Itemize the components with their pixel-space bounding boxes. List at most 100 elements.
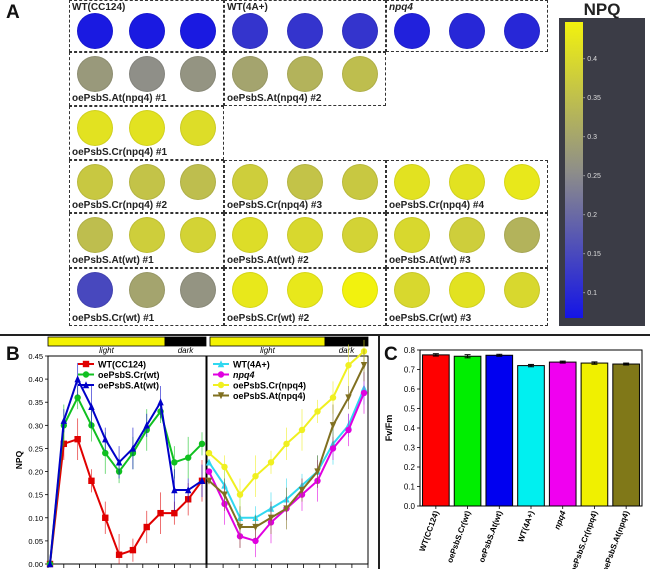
plate-cell xyxy=(224,213,386,268)
colony-spot xyxy=(449,164,485,200)
data-marker xyxy=(205,458,213,466)
y-tick-label: 0.2 xyxy=(404,463,416,472)
series-line xyxy=(49,395,203,565)
category-label: WT(4A+) xyxy=(516,509,536,543)
y-tick-label: 0.05 xyxy=(28,537,43,546)
colony-spot xyxy=(232,217,268,253)
colony-spot xyxy=(504,13,540,49)
colony-spot xyxy=(77,217,113,253)
data-marker xyxy=(267,459,275,466)
colony-spot xyxy=(342,164,378,200)
bar xyxy=(422,354,450,507)
data-marker xyxy=(171,459,178,466)
data-marker xyxy=(252,472,259,480)
strain-label: oePsbS.Cr(npq4) #4 xyxy=(389,200,485,211)
colony-spot xyxy=(180,110,216,146)
y-tick-label: 0.40 xyxy=(28,375,43,384)
y-tick-label: 0.4 xyxy=(404,424,416,433)
data-marker xyxy=(171,486,178,494)
data-marker xyxy=(329,394,337,401)
data-marker xyxy=(129,546,137,554)
data-marker xyxy=(205,449,213,457)
phase-bar xyxy=(47,336,166,347)
strain-label: npq4 xyxy=(389,2,413,13)
colony-spot xyxy=(287,13,323,49)
y-tick-label: 0.20 xyxy=(28,468,43,477)
legend-label: oePsbS.Cr(npq4) xyxy=(233,381,306,391)
colony-spot xyxy=(342,217,378,253)
colony-spot xyxy=(77,13,113,49)
strain-label: oePsbS.At(wt) #1 xyxy=(72,255,154,266)
strain-label: oePsbS.Cr(wt) #3 xyxy=(389,313,472,324)
y-tick-label: 0.10 xyxy=(28,514,43,523)
data-marker xyxy=(184,454,192,461)
colony-spot xyxy=(128,272,165,308)
legend-marker xyxy=(217,392,225,400)
data-marker xyxy=(102,449,109,457)
y-axis-label: NPQ xyxy=(14,450,24,469)
colorbar-tick-label: - 0.35 xyxy=(583,94,601,102)
colony-spot xyxy=(232,13,268,49)
data-marker xyxy=(314,468,321,476)
strain-label: WT(4A+) xyxy=(227,2,268,13)
data-marker xyxy=(252,523,259,531)
category-label: WT(CC124) xyxy=(418,509,441,552)
data-marker xyxy=(157,398,164,406)
fvfm-bar-chart: 0.0 0.1 0.2 0.3 0.4 0.5 0.6 0.7 0.8 Fv/Fm WT(CC124… xyxy=(384,346,643,569)
colony-spot xyxy=(504,217,540,253)
data-marker xyxy=(360,362,368,370)
data-marker xyxy=(102,435,109,443)
data-marker xyxy=(46,560,54,568)
colony-spot xyxy=(232,164,268,200)
strain-label: oePsbS.Cr(wt) #2 xyxy=(227,313,310,324)
plate-cell xyxy=(386,160,548,213)
strain-label: oePsbS.At(wt) #2 xyxy=(227,255,309,266)
y-tick-label: 0.8 xyxy=(404,346,416,355)
colony-spot xyxy=(287,272,323,308)
strain-label: oePsbS.At(wt) #3 xyxy=(389,255,471,266)
bar xyxy=(453,355,482,507)
data-marker xyxy=(74,375,81,383)
panel-letter-b: B xyxy=(6,344,20,365)
colorbar-tick-label: - 0.4 xyxy=(583,55,598,63)
data-marker xyxy=(345,426,352,434)
strain-label: oePsbS.Cr(wt) #1 xyxy=(72,313,155,324)
plate-cell xyxy=(224,52,386,106)
data-marker xyxy=(129,444,137,452)
data-marker xyxy=(267,514,275,522)
data-marker xyxy=(198,440,206,448)
y-tick-label: 0.1 xyxy=(404,483,416,492)
y-tick-label: 0.5 xyxy=(404,405,416,414)
colony-spot xyxy=(287,164,323,200)
data-marker xyxy=(236,523,244,531)
colony-spot xyxy=(342,13,378,49)
strain-label: oePsbS.Cr(npq4) #2 xyxy=(72,200,168,211)
data-marker xyxy=(88,403,95,411)
panel-letter-c: C xyxy=(384,344,398,365)
colony-spot xyxy=(77,272,113,308)
phase-label: dark xyxy=(339,346,356,355)
data-marker xyxy=(360,389,368,397)
colony-spot xyxy=(128,56,165,92)
phase-bar xyxy=(209,336,326,347)
npq-kinetics-chart: light dark light dark 0.00 0.05 0.10 0.15 0.20 0.… xyxy=(14,336,369,569)
strain-label: WT(CC124) xyxy=(72,2,126,13)
colony-spot xyxy=(232,272,268,308)
colony-spot xyxy=(128,217,165,253)
category-label: oePsbS.Cr(wt) xyxy=(445,509,472,564)
data-marker xyxy=(102,514,109,521)
y-tick-label: 0.25 xyxy=(28,444,43,453)
y-tick-label: 0.7 xyxy=(404,366,416,375)
data-marker xyxy=(221,491,228,499)
y-tick-label: 0.35 xyxy=(28,398,43,407)
colony-spot xyxy=(449,217,485,253)
data-marker xyxy=(74,436,81,443)
category-label: npq4 xyxy=(553,509,568,531)
phase-label: light xyxy=(260,346,275,355)
legend-label: WT(CC124) xyxy=(98,360,146,370)
colony-spot xyxy=(449,13,485,49)
data-marker xyxy=(345,394,352,402)
strain-label: oePsbS.At(npq4) #1 xyxy=(72,93,167,104)
plate-cell xyxy=(69,0,224,52)
data-marker xyxy=(236,491,244,498)
